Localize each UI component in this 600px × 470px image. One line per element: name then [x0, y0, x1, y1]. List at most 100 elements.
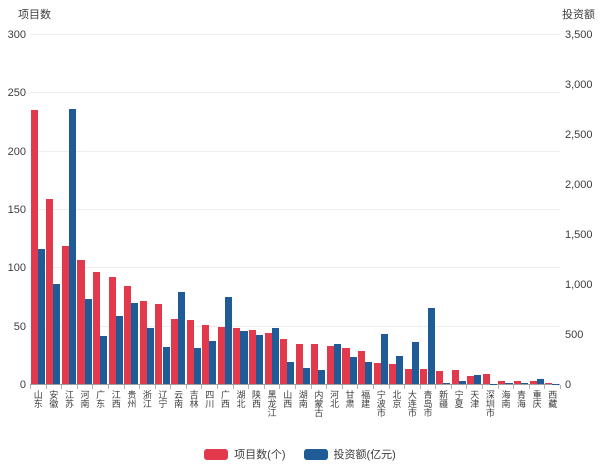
plot-area [30, 34, 560, 385]
bar-投资额(亿元)-甘肃 [349, 357, 357, 384]
bar-投资额(亿元)-吉林 [193, 348, 201, 384]
x-label-广西: 广西 [219, 390, 230, 408]
bar-投资额(亿元)-宁波市 [380, 334, 388, 384]
right-tick-label: 1,500 [565, 229, 593, 241]
bar-投资额(亿元)-湖南 [302, 368, 310, 384]
right-axis-title: 投资额 [562, 9, 595, 21]
x-label-西藏: 西藏 [547, 390, 558, 408]
x-tick-mark [482, 385, 484, 389]
bar-投资额(亿元)-海南 [505, 382, 513, 384]
bar-投资额(亿元)-天津 [474, 374, 482, 384]
bar-投资额(亿元)-深圳市 [489, 383, 497, 384]
x-tick-mark [513, 385, 515, 389]
bar-项目数(个)-青海 [513, 380, 521, 384]
bar-项目数(个)-辽宁 [155, 303, 163, 384]
bar-项目数(个)-宁波市 [373, 363, 381, 384]
bar-项目数(个)-青岛市 [420, 368, 428, 384]
right-tick-label: 2,500 [565, 129, 593, 141]
gridline [30, 92, 560, 94]
x-label-湖北: 湖北 [235, 390, 246, 408]
bar-投资额(亿元)-广西 [224, 297, 232, 384]
x-label-黑龙江: 黑龙江 [266, 390, 277, 417]
x-label-安徽: 安徽 [48, 390, 59, 408]
bar-项目数(个)-陕西 [248, 330, 256, 384]
x-label-吉林: 吉林 [188, 390, 199, 408]
x-label-云南: 云南 [173, 390, 184, 408]
bar-项目数(个)-大连市 [404, 368, 412, 384]
bar-项目数(个)-黑龙江 [264, 332, 272, 384]
bar-投资额(亿元)-广东 [100, 336, 108, 384]
gridline [30, 267, 560, 269]
bar-投资额(亿元)-黑龙江 [271, 328, 279, 384]
bar-项目数(个)-山东 [30, 109, 38, 384]
bar-投资额(亿元)-青海 [521, 383, 529, 384]
x-label-福建: 福建 [360, 390, 371, 408]
x-label-贵州: 贵州 [126, 390, 137, 408]
legend-label-investment: 投资额(亿元) [333, 449, 396, 461]
x-label-宁夏: 宁夏 [453, 390, 464, 408]
left-tick-label: 100 [7, 262, 26, 275]
x-label-江苏: 江苏 [63, 390, 74, 408]
bar-项目数(个)-河北 [326, 345, 334, 384]
bar-投资额(亿元)-新疆 [443, 383, 451, 384]
x-tick-mark [466, 385, 468, 389]
bar-项目数(个)-四川 [202, 324, 210, 384]
right-tick-label: 1,000 [565, 279, 593, 291]
bar-投资额(亿元)-大连市 [411, 342, 419, 384]
x-tick-mark [357, 385, 359, 389]
bar-投资额(亿元)-山东 [37, 249, 45, 384]
bar-投资额(亿元)-浙江 [146, 328, 154, 384]
x-tick-mark [528, 385, 530, 389]
bar-投资额(亿元)-江西 [115, 316, 123, 384]
x-tick-mark [310, 385, 312, 389]
left-tick-label: 300 [7, 29, 26, 41]
bar-项目数(个)-北京 [389, 364, 397, 384]
right-tick-label: 2,000 [565, 179, 593, 191]
x-label-青海: 青海 [516, 390, 527, 408]
x-label-浙江: 浙江 [141, 390, 152, 408]
x-label-宁波市: 宁波市 [375, 390, 386, 417]
legend-swatch-red [204, 448, 229, 460]
x-label-辽宁: 辽宁 [157, 390, 168, 408]
right-tick-label: 3,500 [565, 29, 593, 41]
x-tick-mark [92, 385, 94, 389]
x-tick-mark [419, 385, 421, 389]
x-label-重庆: 重庆 [531, 390, 542, 408]
x-label-北京: 北京 [391, 390, 402, 408]
x-tick-mark [326, 385, 328, 389]
x-tick-mark [45, 385, 47, 389]
bar-项目数(个)-甘肃 [342, 347, 350, 384]
bar-项目数(个)-深圳市 [482, 373, 490, 384]
bar-项目数(个)-湖北 [233, 328, 241, 384]
x-label-四川: 四川 [204, 390, 215, 408]
left-tick-label: 250 [7, 87, 26, 100]
x-tick-mark [279, 385, 281, 389]
bar-投资额(亿元)-江苏 [68, 109, 77, 384]
x-tick-mark [341, 385, 343, 389]
left-tick-label: 200 [7, 145, 26, 158]
legend: 项目数(个) 投资额(亿元) [0, 446, 600, 462]
x-tick-mark [544, 385, 546, 389]
bar-投资额(亿元)-四川 [209, 341, 217, 384]
right-tick-label: 3,000 [565, 79, 593, 91]
bar-项目数(个)-吉林 [186, 319, 194, 384]
legend-label-projects: 项目数(个) [234, 449, 286, 461]
legend-item-projects: 项目数(个) [204, 446, 286, 462]
bar-项目数(个)-河南 [77, 260, 85, 384]
x-tick-mark [201, 385, 203, 389]
bar-项目数(个)-天津 [467, 375, 475, 384]
x-label-深圳市: 深圳市 [484, 390, 495, 417]
right-tick-label: 0 [565, 379, 572, 391]
x-label-河北: 河北 [328, 390, 339, 408]
bar-项目数(个)-湖南 [295, 344, 303, 384]
x-label-甘肃: 甘肃 [344, 390, 355, 408]
bar-项目数(个)-广东 [93, 272, 101, 384]
left-tick-label: 150 [7, 204, 26, 216]
legend-item-investment: 投资额(亿元) [303, 446, 396, 462]
x-tick-mark [76, 385, 78, 389]
left-tick-label: 50 [13, 320, 26, 333]
bar-投资额(亿元)-辽宁 [162, 347, 170, 384]
x-tick-mark [217, 385, 219, 389]
bar-投资额(亿元)-湖北 [240, 331, 248, 384]
bar-投资额(亿元)-青岛市 [427, 308, 435, 384]
